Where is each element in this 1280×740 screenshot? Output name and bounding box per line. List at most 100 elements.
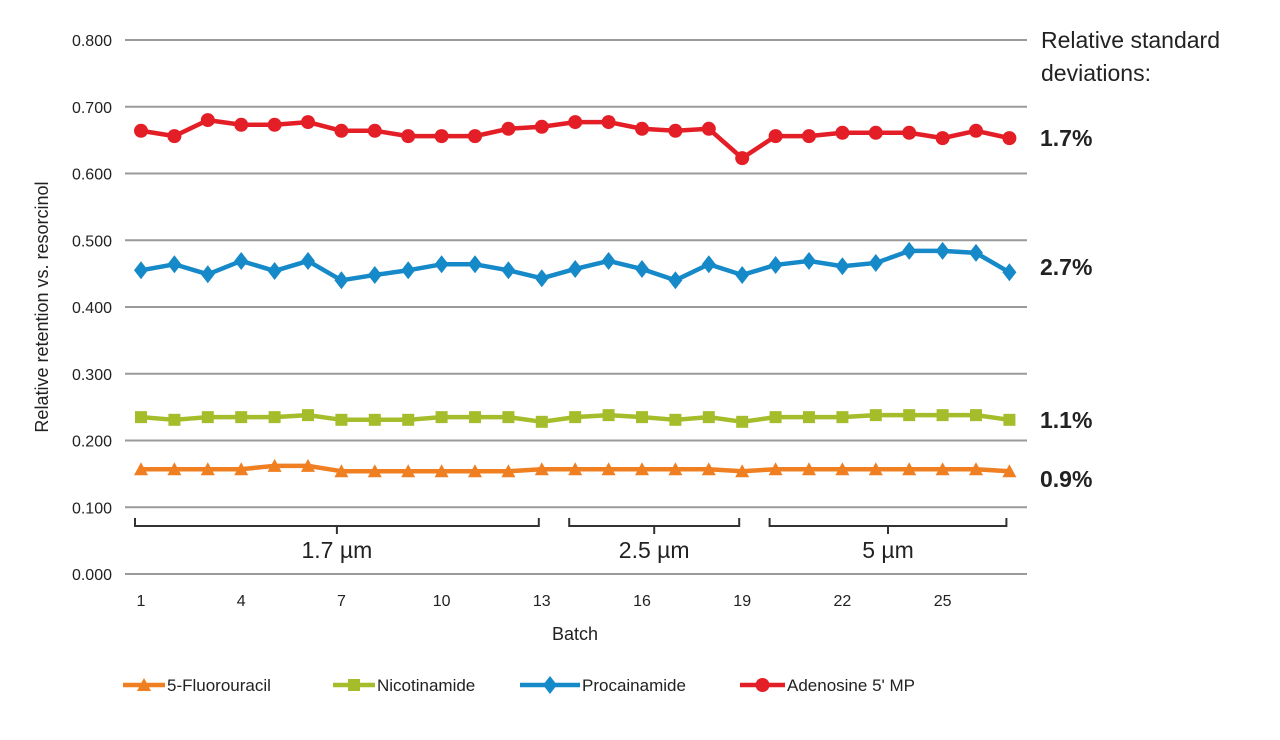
data-point xyxy=(134,123,148,138)
x-tick-label: 16 xyxy=(633,593,651,610)
data-point xyxy=(768,129,783,144)
data-point xyxy=(468,464,482,478)
data-point xyxy=(936,409,949,422)
data-point xyxy=(468,129,482,144)
data-point xyxy=(334,271,349,290)
data-point xyxy=(535,415,548,428)
data-point xyxy=(868,125,883,140)
data-point xyxy=(970,409,982,422)
series-procainamide xyxy=(134,241,1017,290)
data-point xyxy=(802,251,816,270)
rsd-labels: 0.9% 1.1% 2.7% 1.7% xyxy=(1040,125,1092,492)
y-tick-label: 0.200 xyxy=(72,434,112,451)
data-point xyxy=(668,271,683,290)
data-point xyxy=(367,265,382,284)
data-point xyxy=(701,462,716,476)
data-point xyxy=(302,409,314,422)
data-point xyxy=(267,261,282,280)
data-point xyxy=(701,121,716,136)
data-point xyxy=(935,462,950,476)
data-point xyxy=(1003,413,1016,426)
data-point xyxy=(635,462,649,476)
x-tick-label: 13 xyxy=(533,593,551,610)
series-adenosine-5-mp xyxy=(134,113,1017,166)
data-point xyxy=(969,123,983,138)
group-label: 2.5 µm xyxy=(619,537,690,563)
data-point xyxy=(969,462,983,476)
data-point xyxy=(235,411,248,424)
y-tick-label: 0.600 xyxy=(72,167,112,184)
data-point xyxy=(568,115,583,130)
data-point xyxy=(735,151,750,166)
x-tick-label: 19 xyxy=(733,593,751,610)
data-point xyxy=(635,121,649,136)
data-point xyxy=(935,131,950,146)
data-point xyxy=(802,129,816,144)
x-tick-label: 22 xyxy=(834,593,852,610)
rsd-header-line2: deviations: xyxy=(1041,60,1151,86)
data-point xyxy=(969,243,983,262)
data-point xyxy=(543,676,557,694)
data-point xyxy=(534,119,549,134)
data-point xyxy=(868,253,883,272)
data-point xyxy=(836,411,849,424)
data-point xyxy=(569,411,582,424)
data-point xyxy=(1002,131,1017,146)
data-point xyxy=(168,413,181,426)
x-tick-label: 1 xyxy=(137,593,146,610)
data-point xyxy=(868,462,883,476)
rsd-value: 2.7% xyxy=(1040,254,1092,280)
data-point xyxy=(134,462,148,476)
data-point xyxy=(501,121,516,136)
data-point xyxy=(135,411,147,424)
data-point xyxy=(335,413,348,426)
data-point xyxy=(301,458,315,472)
group-bracket xyxy=(134,518,540,534)
data-point xyxy=(137,678,151,691)
y-tick-label: 0.700 xyxy=(72,100,112,117)
data-point xyxy=(367,123,382,138)
grid xyxy=(125,39,1027,575)
data-point xyxy=(768,462,783,476)
data-point xyxy=(267,117,282,132)
data-point xyxy=(755,678,770,692)
data-point xyxy=(401,129,416,144)
data-point xyxy=(668,123,683,138)
data-point xyxy=(368,413,381,426)
data-point xyxy=(534,269,549,288)
data-point xyxy=(568,462,583,476)
data-point xyxy=(601,115,616,130)
data-point xyxy=(268,411,281,424)
x-tick-label: 25 xyxy=(934,593,952,610)
data-point xyxy=(835,462,850,476)
legend-label: Adenosine 5' MP xyxy=(787,676,915,695)
data-point xyxy=(402,413,415,426)
data-point xyxy=(435,411,448,424)
data-point xyxy=(334,464,349,478)
data-point xyxy=(267,458,282,472)
y-tick-label: 0.000 xyxy=(72,567,112,584)
y-tick-label: 0.300 xyxy=(72,367,112,384)
data-point xyxy=(167,462,182,476)
data-point xyxy=(702,411,715,424)
batch-groups: 1.7 µm 2.5 µm 5 µm xyxy=(134,518,1008,563)
group-label: 5 µm xyxy=(862,537,914,563)
series xyxy=(134,113,1017,478)
data-point xyxy=(401,464,416,478)
group-bracket xyxy=(768,518,1008,534)
legend-label: 5-Fluorouracil xyxy=(167,676,271,695)
y-tick-label: 0.500 xyxy=(72,233,112,250)
rsd-value: 0.9% xyxy=(1040,466,1092,492)
data-point xyxy=(902,241,917,260)
data-point xyxy=(200,462,215,476)
data-point xyxy=(803,411,815,424)
data-point xyxy=(200,265,215,284)
data-point xyxy=(701,255,716,274)
data-point xyxy=(669,413,682,426)
data-point xyxy=(568,259,583,278)
data-point xyxy=(601,462,616,476)
data-point xyxy=(1002,263,1017,282)
data-point xyxy=(367,464,382,478)
legend: 5-Fluorouracil Nicotinamide Procainamide Ad… xyxy=(123,676,915,695)
